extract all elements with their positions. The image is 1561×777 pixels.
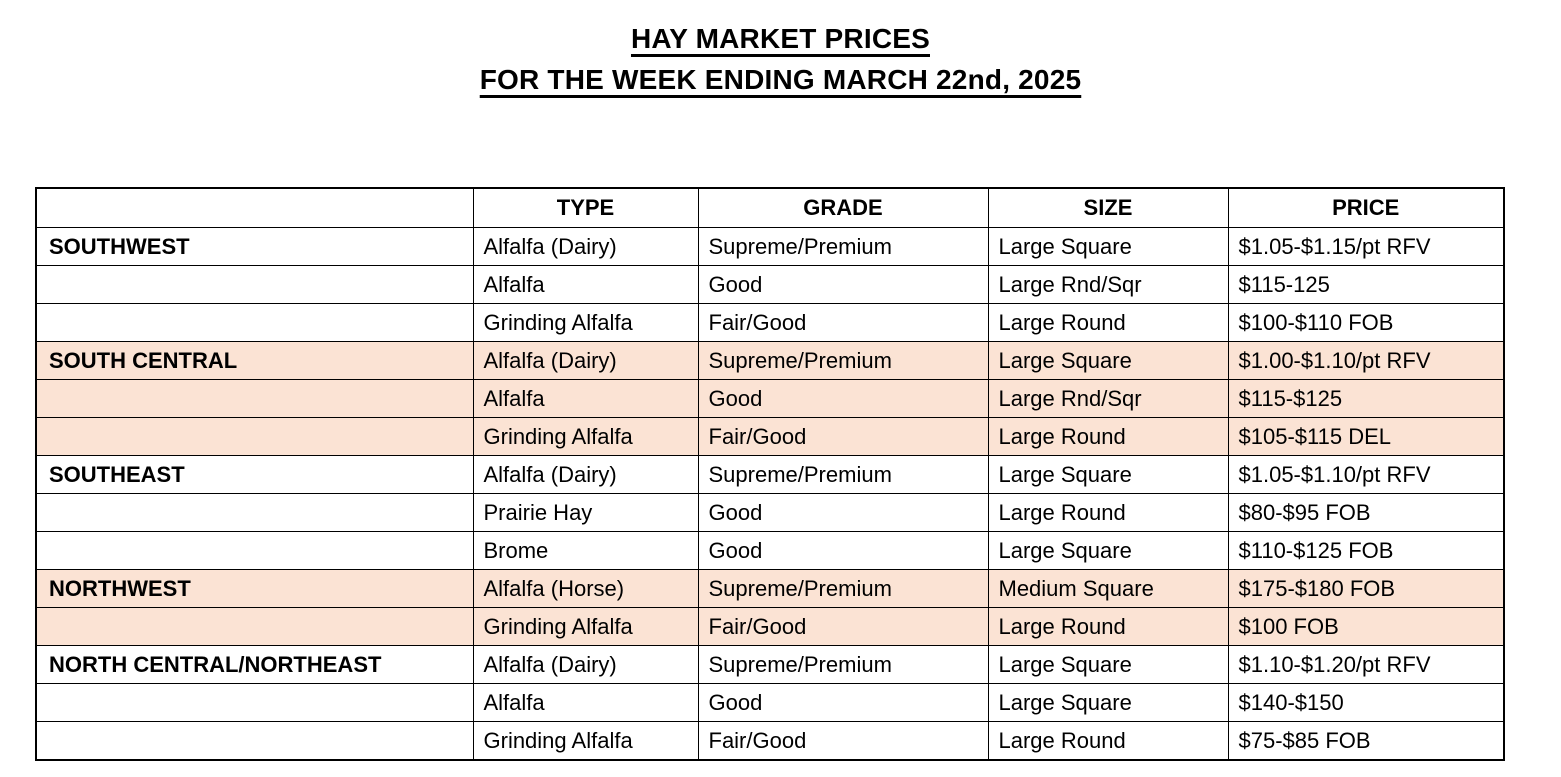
region-cell (35, 683, 474, 722)
price-cell: $105-$115 DEL (1227, 417, 1505, 456)
type-cell: Alfalfa (472, 379, 699, 418)
grade-cell: Good (697, 531, 989, 570)
price-cell: $100 FOB (1227, 607, 1505, 646)
type-cell: Alfalfa (472, 683, 699, 722)
price-cell: $75-$85 FOB (1227, 721, 1505, 761)
size-cell: Large Round (987, 721, 1229, 761)
price-cell: $1.00-$1.10/pt RFV (1227, 341, 1505, 380)
region-cell: SOUTHWEST (35, 227, 474, 266)
type-cell: Grinding Alfalfa (472, 303, 699, 342)
region-cell: SOUTH CENTRAL (35, 341, 474, 380)
page-title-line1: HAY MARKET PRICES (630, 23, 930, 54)
price-cell: $1.10-$1.20/pt RFV (1227, 645, 1505, 684)
type-cell: Alfalfa (Dairy) (472, 341, 699, 380)
region-cell: SOUTHEAST (35, 455, 474, 494)
table-row: Alfalfa Good Large Rnd/Sqr $115-$125 (35, 379, 1505, 418)
hay-prices-table: TYPE GRADE SIZE PRICE SOUTHWEST Alfalfa … (35, 187, 1505, 761)
table-row: Grinding Alfalfa Fair/Good Large Round $… (35, 607, 1505, 646)
grade-cell: Supreme/Premium (697, 645, 989, 684)
page-title-line2: FOR THE WEEK ENDING MARCH 22nd, 2025 (479, 64, 1082, 95)
table-row: Alfalfa Good Large Rnd/Sqr $115-125 (35, 265, 1505, 304)
size-cell: Large Round (987, 607, 1229, 646)
region-cell (35, 721, 474, 761)
grade-cell: Fair/Good (697, 303, 989, 342)
table-row: SOUTH CENTRAL Alfalfa (Dairy) Supreme/Pr… (35, 341, 1505, 380)
report-title: HAY MARKET PRICES FOR THE WEEK ENDING MA… (0, 18, 1561, 100)
size-cell: Large Rnd/Sqr (987, 265, 1229, 304)
size-cell: Large Round (987, 493, 1229, 532)
price-cell: $140-$150 (1227, 683, 1505, 722)
table-row: SOUTHWEST Alfalfa (Dairy) Supreme/Premiu… (35, 227, 1505, 266)
header-grade: GRADE (697, 187, 989, 228)
header-region (35, 187, 474, 228)
size-cell: Large Square (987, 645, 1229, 684)
region-cell (35, 265, 474, 304)
grade-cell: Good (697, 493, 989, 532)
size-cell: Large Square (987, 683, 1229, 722)
table-row: Prairie Hay Good Large Round $80-$95 FOB (35, 493, 1505, 532)
region-cell: NORTHWEST (35, 569, 474, 608)
size-cell: Large Square (987, 455, 1229, 494)
region-cell (35, 607, 474, 646)
grade-cell: Good (697, 379, 989, 418)
size-cell: Large Rnd/Sqr (987, 379, 1229, 418)
type-cell: Grinding Alfalfa (472, 607, 699, 646)
type-cell: Alfalfa (Horse) (472, 569, 699, 608)
type-cell: Alfalfa (Dairy) (472, 455, 699, 494)
header-row: TYPE GRADE SIZE PRICE (35, 187, 1505, 228)
table-row: Alfalfa Good Large Square $140-$150 (35, 683, 1505, 722)
price-cell: $175-$180 FOB (1227, 569, 1505, 608)
type-cell: Prairie Hay (472, 493, 699, 532)
grade-cell: Supreme/Premium (697, 341, 989, 380)
grade-cell: Good (697, 683, 989, 722)
price-cell: $100-$110 FOB (1227, 303, 1505, 342)
table-row: Grinding Alfalfa Fair/Good Large Round $… (35, 417, 1505, 456)
type-cell: Alfalfa (472, 265, 699, 304)
size-cell: Large Square (987, 531, 1229, 570)
size-cell: Large Square (987, 341, 1229, 380)
table-row: SOUTHEAST Alfalfa (Dairy) Supreme/Premiu… (35, 455, 1505, 494)
grade-cell: Supreme/Premium (697, 455, 989, 494)
price-cell: $115-125 (1227, 265, 1505, 304)
type-cell: Alfalfa (Dairy) (472, 227, 699, 266)
grade-cell: Fair/Good (697, 607, 989, 646)
table-row: Grinding Alfalfa Fair/Good Large Round $… (35, 721, 1505, 761)
region-cell (35, 379, 474, 418)
grade-cell: Fair/Good (697, 721, 989, 761)
header-size: SIZE (987, 187, 1229, 228)
type-cell: Alfalfa (Dairy) (472, 645, 699, 684)
header-price: PRICE (1227, 187, 1505, 228)
region-cell (35, 531, 474, 570)
price-cell: $80-$95 FOB (1227, 493, 1505, 532)
table-row: NORTHWEST Alfalfa (Horse) Supreme/Premiu… (35, 569, 1505, 608)
grade-cell: Supreme/Premium (697, 569, 989, 608)
type-cell: Brome (472, 531, 699, 570)
type-cell: Grinding Alfalfa (472, 721, 699, 761)
region-cell: NORTH CENTRAL/NORTHEAST (35, 645, 474, 684)
table-row: NORTH CENTRAL/NORTHEAST Alfalfa (Dairy) … (35, 645, 1505, 684)
region-cell (35, 417, 474, 456)
table-row: Brome Good Large Square $110-$125 FOB (35, 531, 1505, 570)
price-cell: $110-$125 FOB (1227, 531, 1505, 570)
size-cell: Medium Square (987, 569, 1229, 608)
region-cell (35, 493, 474, 532)
type-cell: Grinding Alfalfa (472, 417, 699, 456)
size-cell: Large Square (987, 227, 1229, 266)
price-cell: $1.05-$1.10/pt RFV (1227, 455, 1505, 494)
price-cell: $115-$125 (1227, 379, 1505, 418)
grade-cell: Supreme/Premium (697, 227, 989, 266)
size-cell: Large Round (987, 417, 1229, 456)
grade-cell: Good (697, 265, 989, 304)
grade-cell: Fair/Good (697, 417, 989, 456)
table-row: Grinding Alfalfa Fair/Good Large Round $… (35, 303, 1505, 342)
price-cell: $1.05-$1.15/pt RFV (1227, 227, 1505, 266)
size-cell: Large Round (987, 303, 1229, 342)
region-cell (35, 303, 474, 342)
header-type: TYPE (472, 187, 699, 228)
